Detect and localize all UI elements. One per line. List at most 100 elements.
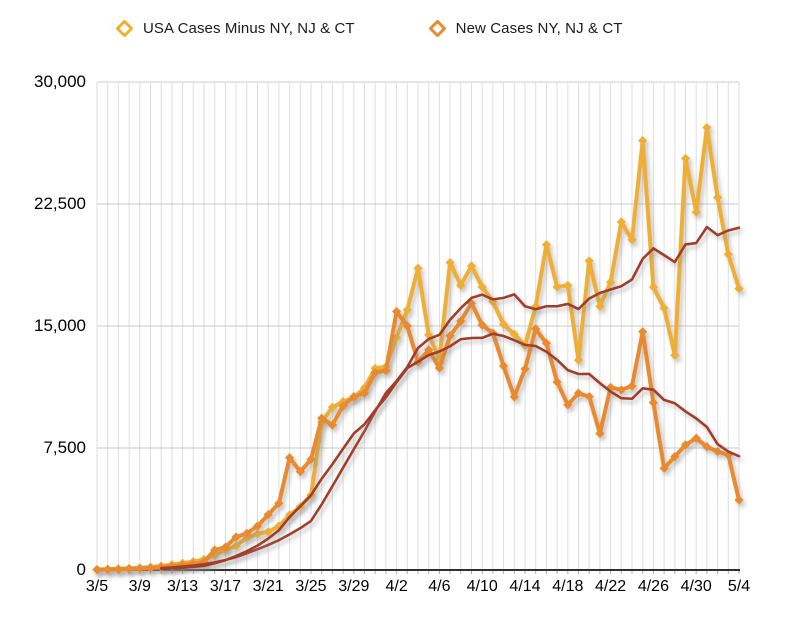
data-point-marker [113, 564, 123, 574]
y-axis-tick-label: 0 [76, 560, 86, 579]
y-axis-tick-label: 15,000 [34, 316, 86, 335]
data-point-marker [616, 217, 626, 227]
data-point-marker [327, 402, 337, 412]
data-point-marker [638, 135, 648, 146]
data-point-marker [402, 305, 412, 315]
trend-line-ny-nj-ct [159, 332, 741, 571]
x-axis-tick-label: 5/4 [727, 578, 751, 595]
data-point-marker [691, 433, 701, 443]
data-point-marker [199, 557, 209, 567]
data-point-marker [573, 355, 584, 365]
data-point-marker [734, 283, 744, 294]
data-point-marker [124, 564, 134, 574]
data-point-marker [541, 338, 551, 348]
data-point-marker [327, 420, 337, 430]
chart-legend: USA Cases Minus NY, NJ & CT New Cases NY… [115, 19, 623, 38]
data-point-marker [231, 532, 241, 542]
data-point-marker [92, 565, 102, 575]
x-axis-tick-label: 3/17 [209, 578, 241, 595]
diamond-marker-icon [427, 19, 447, 38]
y-axis-tick-label: 22,500 [34, 194, 86, 213]
data-point-marker [659, 303, 669, 313]
x-axis-tick-label: 4/10 [466, 578, 498, 595]
data-point-marker [563, 280, 573, 290]
data-point-marker [306, 454, 316, 464]
data-point-marker [285, 453, 295, 463]
x-axis-tick-label: 4/2 [385, 578, 408, 595]
data-point-marker [252, 521, 263, 531]
data-point-marker [359, 388, 370, 398]
trend-line-usa-minus-tristate [159, 225, 741, 570]
x-axis-tick-label: 4/22 [595, 578, 627, 595]
data-point-marker [627, 235, 637, 245]
x-axis-tick-label: 3/25 [295, 578, 327, 595]
data-point-marker [541, 240, 551, 250]
data-point-marker [680, 153, 691, 164]
data-point-marker [648, 282, 658, 292]
y-axis-tick-label: 7,500 [43, 438, 86, 457]
data-point-marker [713, 446, 723, 457]
data-point-marker [370, 367, 380, 378]
data-point-marker [499, 361, 509, 371]
data-point-marker [680, 440, 691, 450]
data-point-marker [531, 324, 541, 334]
data-point-marker [349, 391, 359, 402]
data-point-marker [263, 527, 273, 537]
data-point-marker [381, 365, 391, 376]
data-point-marker [552, 282, 562, 292]
data-point-marker [552, 377, 562, 387]
data-point-marker [220, 542, 230, 552]
x-axis-tick-label: 3/9 [128, 578, 151, 595]
data-point-marker [702, 442, 712, 452]
data-point-marker [317, 413, 327, 423]
data-point-marker [274, 498, 284, 508]
data-point-marker [520, 364, 530, 374]
data-point-marker [606, 277, 616, 287]
legend-label: New Cases NY, NJ & CT [455, 20, 623, 37]
x-axis-tick-label: 4/14 [509, 578, 541, 595]
x-axis-tick-label: 3/21 [252, 578, 284, 595]
data-point-marker [103, 564, 113, 575]
data-point-marker [145, 563, 156, 573]
data-point-marker [263, 510, 273, 520]
data-point-marker [670, 452, 680, 462]
data-point-marker [509, 329, 519, 339]
data-point-marker [723, 249, 733, 260]
diamond-marker-icon [115, 19, 134, 38]
data-point-marker [402, 321, 412, 331]
data-point-marker [477, 320, 487, 330]
data-point-marker [723, 450, 733, 460]
x-axis-tick-label: 4/26 [637, 578, 669, 595]
data-point-marker [477, 282, 487, 292]
data-point-marker [488, 297, 498, 307]
data-point-marker [135, 563, 145, 574]
data-point-marker [252, 529, 263, 539]
x-axis-tick-label: 4/6 [428, 578, 451, 595]
data-point-marker [584, 391, 594, 402]
x-axis [96, 569, 740, 574]
data-point-marker [210, 545, 220, 555]
data-point-marker [648, 398, 658, 408]
data-point-marker [734, 495, 744, 505]
data-point-marker [424, 330, 434, 340]
data-point-marker [274, 521, 284, 531]
data-point-marker [702, 122, 712, 133]
x-axis-tick-label: 4/18 [552, 578, 584, 595]
data-point-marker [713, 192, 723, 203]
data-point-marker [670, 350, 680, 360]
data-point-marker [413, 263, 423, 273]
data-point-marker [295, 466, 305, 477]
data-point-marker [231, 541, 241, 551]
data-point-marker [509, 392, 519, 402]
data-point-marker [466, 261, 477, 271]
data-point-marker [456, 316, 466, 326]
y-axis-tick-label: 30,000 [34, 72, 86, 91]
data-point-marker [445, 331, 455, 341]
data-point-marker [563, 400, 573, 410]
data-point-marker [242, 528, 252, 538]
x-axis-tick-label: 3/29 [338, 578, 370, 595]
legend-label: USA Cases Minus NY, NJ & CT [143, 20, 355, 37]
data-point-marker [434, 363, 444, 373]
data-point-marker [338, 401, 348, 411]
